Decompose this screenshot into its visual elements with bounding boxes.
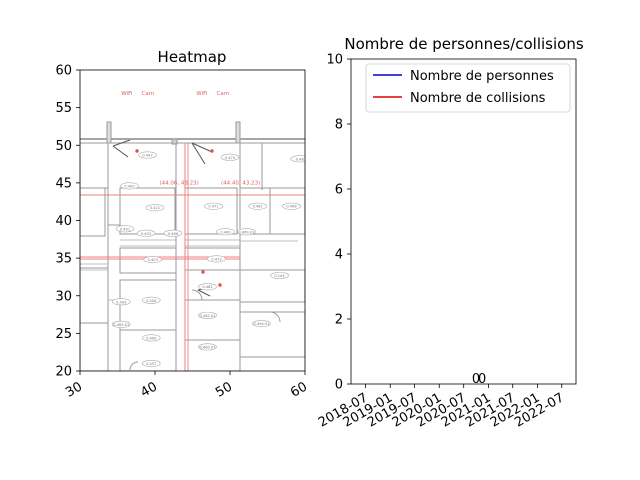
legend: Nombre de personnes Nombre de collisions <box>365 63 571 113</box>
counts-y-tick-label: 10 <box>326 53 343 68</box>
room-label-oval <box>136 229 156 237</box>
counts-annotation: 0 <box>478 372 486 387</box>
heatmap-title: Heatmap <box>158 48 227 66</box>
room-label-oval <box>204 202 223 210</box>
heatmap-y-tick-label: 50 <box>55 139 72 154</box>
counts-annotations: 00 <box>472 372 486 387</box>
room-label: 0.473 <box>211 257 221 261</box>
heatmap-annotation: WiFi <box>121 91 133 97</box>
room-label: 0.481 <box>253 205 263 209</box>
room-label-oval <box>220 153 240 161</box>
heatmap-annotation: (44.40, 43.23) <box>221 180 260 186</box>
room-label-oval <box>207 255 226 263</box>
heatmap-annotation: Cam <box>217 91 230 97</box>
room-label: 0.493 <box>116 300 126 304</box>
room-label-oval <box>198 343 217 351</box>
heatmap-y-axis: 20 25 30 35 40 45 50 55 60 <box>55 64 80 380</box>
heatmap-annotation: Cam <box>142 91 155 97</box>
room-label-oval <box>120 182 139 190</box>
room-label: 0.498 <box>286 205 297 209</box>
counts-x-axis: 2018-072019-012019-072020-012020-072021-… <box>316 384 567 431</box>
heatmap-annotation: WiFi <box>196 91 208 97</box>
room-label: 0.402 <box>141 232 151 236</box>
counts-y-tick-label: 6 <box>335 183 343 198</box>
room-label-oval <box>252 320 271 328</box>
room-label: 0.460 <box>220 230 231 234</box>
heatmap-y-tick-label: 25 <box>55 327 72 342</box>
room-label: 0.483.01 <box>113 323 129 327</box>
room-label: 0.403 <box>148 258 158 262</box>
counts-y-tick-label: 2 <box>335 313 343 328</box>
room-label: 0.48 <box>296 157 305 161</box>
room-label-oval <box>198 283 217 291</box>
heatmap-y-tick-label: 35 <box>55 252 72 267</box>
heatmap-y-tick-label: 40 <box>55 214 72 229</box>
room-label: 0.104 <box>274 274 285 278</box>
counts-annotation: 0 <box>472 372 480 387</box>
heatmap-y-tick-label: 20 <box>55 365 72 380</box>
room-label: 0.400 <box>146 336 157 340</box>
heatmap-y-tick-label: 45 <box>55 176 72 191</box>
room-label-oval <box>216 228 235 236</box>
legend-box <box>365 63 571 113</box>
room-label: 0.494.01 <box>253 322 269 326</box>
room-label-oval <box>248 202 268 210</box>
room-label-oval <box>237 228 256 236</box>
heatmap-annotations: (44.06, 43.23) (44.40, 43.23) WiFi Cam WiFi C… <box>113 91 304 366</box>
counts-y-axis: 0 2 4 6 8 10 <box>326 53 351 393</box>
room-label: 0.471 <box>208 205 218 209</box>
room-label: 0.421 <box>150 206 160 210</box>
room-label-oval <box>282 202 301 210</box>
room-label-oval <box>163 229 183 237</box>
room-label-oval <box>141 334 161 342</box>
room-label-oval <box>111 320 131 328</box>
room-label: 0.462.01 <box>199 314 215 318</box>
heatmap-x-tick-label: 40 <box>138 379 160 400</box>
room-label: 0.482 <box>202 285 212 289</box>
floor-plan-image <box>80 70 305 371</box>
counts-chart: Nombre de personnes/collisions 0 2 4 6 8 10 2… <box>316 35 584 431</box>
room-label-oval <box>138 151 157 159</box>
heatmap-y-tick-label: 55 <box>55 101 72 116</box>
heatmap-x-tick-label: 60 <box>288 379 310 400</box>
heatmap-chart: Heatmap <box>55 48 310 401</box>
heatmap-x-tick-label: 50 <box>213 379 235 400</box>
room-label-oval <box>145 204 165 212</box>
room-label: 0.486 <box>168 232 179 236</box>
room-label-oval <box>290 155 305 163</box>
room-label-oval <box>115 225 135 233</box>
room-label: 0.457 <box>146 362 156 366</box>
room-label-oval <box>270 271 289 279</box>
heatmap-x-axis: 30 40 50 60 <box>63 371 310 401</box>
room-label-oval <box>143 256 163 264</box>
room-label: 0.460.07 <box>199 345 215 349</box>
counts-y-tick-label: 0 <box>335 378 343 393</box>
room-label: 0.491 <box>120 227 130 231</box>
counts-y-tick-label: 4 <box>335 248 343 263</box>
room-label: 0.460.01 <box>238 230 254 234</box>
room-label: 0.470 <box>225 156 236 160</box>
heatmap-y-tick-label: 30 <box>55 289 72 304</box>
counts-title: Nombre de personnes/collisions <box>344 35 583 53</box>
room-label-oval <box>141 296 161 304</box>
heatmap-x-tick-label: 30 <box>63 379 85 400</box>
heatmap-annotation: (44.06, 43.23) <box>160 180 199 186</box>
room-label: 0.497 <box>142 154 152 158</box>
room-label-oval <box>141 359 161 367</box>
room-label-oval <box>198 311 217 319</box>
heatmap-y-tick-label: 60 <box>55 64 72 79</box>
legend-label-collisions: Nombre de collisions <box>410 91 546 106</box>
room-label: 0.490 <box>124 184 135 188</box>
room-label: 0.456 <box>146 299 157 303</box>
legend-label-personnes: Nombre de personnes <box>410 69 554 84</box>
counts-y-tick-label: 8 <box>335 118 343 133</box>
room-label-oval <box>111 298 131 306</box>
